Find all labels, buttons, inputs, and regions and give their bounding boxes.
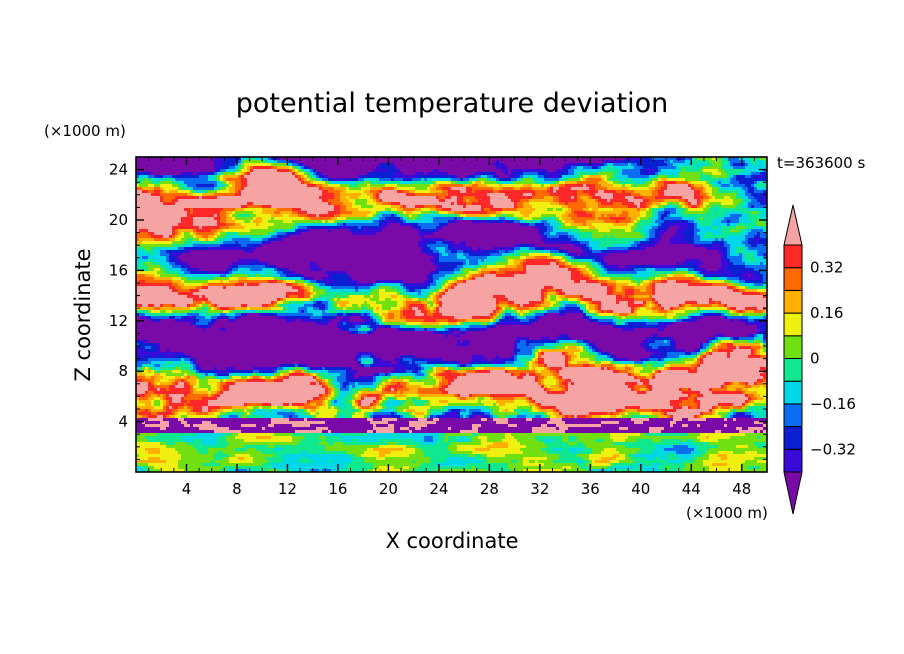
colorbar-box — [783, 289, 803, 314]
x-tick-label: 40 — [631, 480, 650, 498]
x-tick-label: 20 — [379, 480, 398, 498]
colorbar-tick-label: −0.16 — [810, 395, 856, 413]
chart-title: potential temperature deviation — [236, 88, 668, 119]
heatmap-field — [136, 157, 767, 472]
y-tick-label: 12 — [109, 312, 128, 330]
y-tick-label: 24 — [109, 161, 128, 179]
colorbar-tick-label: 0.32 — [810, 259, 843, 277]
colorbar: 0.32 0.16 0 −0.16 −0.32 — [783, 204, 856, 515]
colorbar-extend-bottom — [783, 471, 803, 515]
x-tick-label: 24 — [429, 480, 448, 498]
colorbar-box — [783, 335, 803, 359]
colorbar-tick-label: 0 — [810, 350, 820, 368]
y-tick-label: 20 — [109, 211, 128, 229]
y-axis-label: Z coordinate — [71, 248, 95, 381]
colorbar-box — [783, 267, 803, 291]
y-unit-label: (×1000 m) — [44, 122, 126, 140]
y-tick-label: 4 — [118, 413, 128, 431]
colorbar-box — [783, 312, 803, 337]
y-tick-label: 16 — [109, 261, 128, 279]
x-tick-label: 44 — [682, 480, 701, 498]
colorbar-box — [783, 358, 803, 382]
colorbar-tick-label: 0.16 — [810, 304, 843, 322]
x-tick-label: 16 — [328, 480, 347, 498]
x-tick-label: 48 — [732, 480, 751, 498]
x-axis-label: X coordinate — [385, 529, 518, 553]
x-tick-label: 36 — [581, 480, 600, 498]
x-tick-label: 12 — [278, 480, 297, 498]
x-tick-label: 32 — [530, 480, 549, 498]
colorbar-extend-top — [783, 204, 803, 246]
colorbar-box — [783, 403, 803, 428]
x-tick-label: 8 — [232, 480, 242, 498]
colorbar-box — [783, 426, 803, 450]
x-axis-ticks: 4 8 12 16 20 24 28 32 36 40 44 48 — [148, 157, 755, 498]
colorbar-box — [783, 448, 803, 473]
colorbar-tick-label: −0.32 — [810, 440, 856, 458]
x-tick-label: 4 — [182, 480, 192, 498]
x-unit-label: (×1000 m) — [686, 504, 768, 522]
colorbar-box — [783, 380, 803, 405]
x-tick-label: 28 — [480, 480, 499, 498]
colorbar-box — [783, 244, 803, 269]
y-axis-ticks: 4 8 12 16 20 24 — [109, 161, 767, 460]
time-label: t=363600 s — [777, 154, 865, 172]
y-tick-label: 8 — [118, 362, 128, 380]
